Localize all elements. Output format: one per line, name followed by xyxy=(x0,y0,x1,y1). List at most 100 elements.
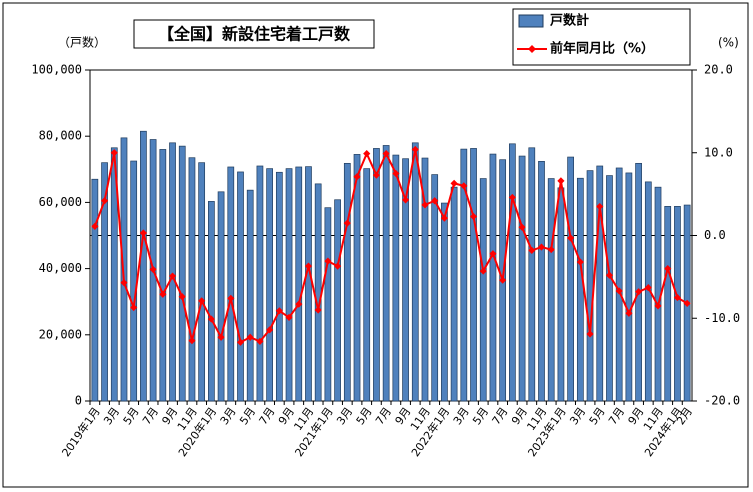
bar xyxy=(266,168,273,402)
bar xyxy=(489,153,497,402)
marker xyxy=(198,297,206,305)
marker xyxy=(285,313,293,322)
y-tick-label: 20,000 xyxy=(39,327,82,341)
marker xyxy=(450,179,458,187)
bar xyxy=(169,142,176,402)
legend-marker xyxy=(528,45,536,53)
marker xyxy=(149,265,157,274)
y-unit: （戸数） xyxy=(58,35,106,50)
y2-unit: (%) xyxy=(718,36,739,50)
bar xyxy=(635,162,642,402)
bar xyxy=(625,172,633,402)
marker xyxy=(518,223,526,231)
y-tick-label: 80,000 xyxy=(39,129,82,143)
bar xyxy=(217,191,225,402)
bar xyxy=(324,207,332,402)
y2-tick-label: 0.0 xyxy=(704,228,726,242)
marker xyxy=(353,173,361,181)
marker xyxy=(673,293,682,302)
bar xyxy=(470,148,477,402)
marker xyxy=(91,222,99,230)
title-box xyxy=(133,19,375,49)
y2-tick-label: -10.0 xyxy=(704,311,740,325)
marker xyxy=(256,337,264,346)
marker xyxy=(343,219,351,227)
marker xyxy=(605,271,614,279)
bar xyxy=(198,162,206,402)
bar xyxy=(674,206,681,402)
marker xyxy=(314,306,322,314)
bar xyxy=(431,174,439,402)
y-tick-label: 0 xyxy=(75,394,82,408)
marker xyxy=(139,229,148,237)
bar xyxy=(140,130,147,402)
marker xyxy=(159,290,167,298)
marker xyxy=(324,257,332,265)
bar xyxy=(363,168,371,402)
bar xyxy=(509,143,516,402)
marker xyxy=(460,182,468,190)
bar xyxy=(528,147,536,402)
bar xyxy=(460,148,468,402)
marker xyxy=(246,333,254,341)
marker xyxy=(333,262,342,270)
bar xyxy=(421,157,429,402)
bar xyxy=(392,154,400,402)
bar xyxy=(596,165,604,402)
marker xyxy=(654,302,662,310)
bar xyxy=(576,177,584,402)
marker xyxy=(382,149,390,158)
y-tick-label: 60,000 xyxy=(39,195,82,209)
bar xyxy=(246,189,254,402)
marker xyxy=(363,149,371,158)
bar xyxy=(91,178,99,402)
marker xyxy=(266,326,274,334)
marker xyxy=(207,315,215,323)
bar xyxy=(538,161,545,402)
y-tick-label: 40,000 xyxy=(39,261,82,275)
bar xyxy=(518,155,526,402)
marker xyxy=(304,262,313,270)
marker xyxy=(567,234,575,242)
marker xyxy=(130,303,138,312)
bar xyxy=(130,160,138,402)
bar xyxy=(275,171,283,402)
bar xyxy=(314,183,322,402)
bar xyxy=(382,145,390,402)
marker xyxy=(178,293,186,301)
marker xyxy=(489,250,497,258)
y2-tick-label: 10.0 xyxy=(704,145,733,159)
marker xyxy=(537,243,546,251)
marker xyxy=(431,197,439,205)
bar xyxy=(557,187,565,402)
bar xyxy=(343,162,351,402)
marker xyxy=(576,258,584,266)
bar xyxy=(547,178,555,402)
marker xyxy=(479,267,487,275)
y-tick-label: 100,000 xyxy=(31,63,82,77)
marker xyxy=(401,196,410,204)
marker xyxy=(440,214,449,222)
bar xyxy=(237,171,244,402)
legend-label: 前年同月比（%） xyxy=(550,41,654,57)
legend-swatch xyxy=(518,14,544,28)
bar xyxy=(178,145,186,402)
bar xyxy=(227,166,235,402)
marker xyxy=(227,294,235,302)
bar xyxy=(353,154,361,402)
legend-label: 戸数計 xyxy=(550,13,589,29)
marker xyxy=(625,309,633,317)
marker xyxy=(508,193,516,202)
bar xyxy=(664,206,672,402)
marker xyxy=(499,276,507,284)
bar xyxy=(208,201,215,402)
marker xyxy=(217,333,225,341)
bar xyxy=(450,186,458,402)
marker xyxy=(188,336,196,345)
bar xyxy=(110,147,118,402)
bar xyxy=(295,166,303,402)
bar xyxy=(441,202,448,402)
bar xyxy=(256,165,264,402)
bar xyxy=(479,178,487,402)
